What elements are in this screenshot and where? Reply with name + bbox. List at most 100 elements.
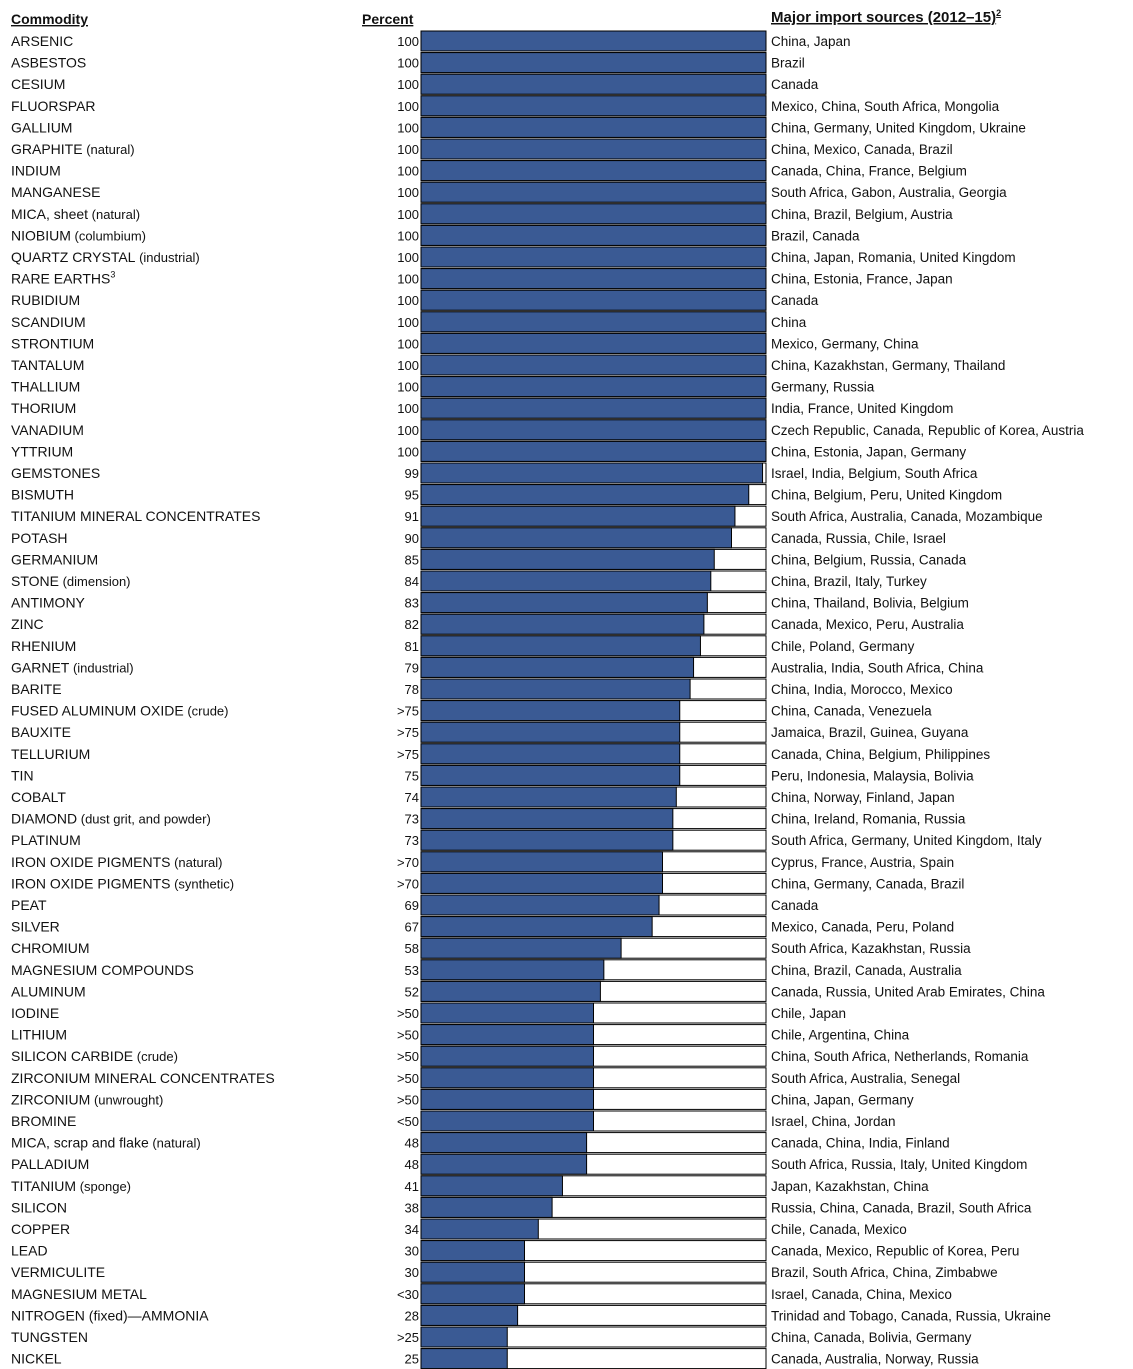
percent-label: >75 (397, 747, 419, 762)
percent-label: 58 (405, 941, 419, 956)
commodity-qualifier: (sponge) (76, 1179, 131, 1194)
import-sources-label: China, Estonia, France, Japan (771, 272, 953, 287)
bar (420, 30, 767, 52)
import-sources-label: Mexico, Canada, Peru, Poland (771, 920, 954, 935)
commodity-label: YTTRIUM (11, 443, 73, 459)
import-sources-label: Canada, China, India, Finland (771, 1136, 950, 1151)
commodity-name: TELLURIUM (11, 746, 90, 762)
percent-label: 79 (405, 660, 419, 675)
commodity-qualifier: (natural) (170, 855, 222, 870)
bar (420, 851, 663, 873)
import-sources-label: China, Japan (771, 34, 851, 49)
sources-header-text: Major import sources (2012–15) (771, 9, 996, 26)
commodity-name: ZIRCONIUM (11, 1091, 90, 1107)
commodity-label: ALUMINUM (11, 983, 86, 999)
bar (420, 116, 767, 138)
percent-label: 100 (397, 336, 419, 351)
commodity-name: SILICON (11, 1199, 67, 1215)
bar (420, 721, 681, 743)
percent-label: 34 (405, 1222, 419, 1237)
percent-label: 83 (405, 596, 419, 611)
percent-label: >50 (397, 1092, 419, 1107)
commodity-name: GARNET (11, 659, 70, 675)
percent-label: >25 (397, 1330, 419, 1345)
import-sources-label: South Africa, Kazakhstan, Russia (771, 941, 971, 956)
percent-label: >50 (397, 1028, 419, 1043)
commodity-label: GERMANIUM (11, 551, 98, 567)
percent-label: 100 (397, 423, 419, 438)
commodity-name: VANADIUM (11, 422, 84, 438)
commodity-name: THALLIUM (11, 379, 80, 395)
percent-label: 52 (405, 984, 419, 999)
percent-label: >75 (397, 704, 419, 719)
percent-label: 100 (397, 250, 419, 265)
commodity-name: TANTALUM (11, 357, 84, 373)
bar (420, 397, 767, 419)
commodity-label: BISMUTH (11, 487, 74, 503)
percent-label: >75 (397, 725, 419, 740)
import-sources-label: Mexico, Germany, China (771, 336, 919, 351)
commodity-name: STRONTIUM (11, 335, 94, 351)
bar (420, 160, 767, 182)
import-sources-label: Israel, India, Belgium, South Africa (771, 466, 978, 481)
commodity-label: RARE EARTHS3 (11, 270, 115, 287)
commodity-label: IRON OXIDE PIGMENTS (synthetic) (11, 875, 234, 891)
percent-label: 100 (397, 380, 419, 395)
import-sources-label: Trinidad and Tobago, Canada, Russia, Ukr… (771, 1308, 1051, 1323)
percent-label: 91 (405, 509, 419, 524)
commodity-label: GARNET (industrial) (11, 659, 134, 675)
commodity-qualifier: (columbium) (71, 228, 146, 243)
commodity-label: TITANIUM (sponge) (11, 1178, 131, 1194)
percent-label: 100 (397, 56, 419, 71)
bar (420, 224, 767, 246)
import-sources-label: Canada, China, France, Belgium (771, 164, 967, 179)
commodity-qualifier: (industrial) (69, 660, 133, 675)
commodity-label: INDIUM (11, 163, 61, 179)
bar (420, 311, 767, 333)
bar (420, 570, 712, 592)
bar (420, 1067, 594, 1089)
commodity-label: ASBESTOS (11, 55, 86, 71)
percent-label: 100 (397, 185, 419, 200)
import-sources-label: South Africa, Australia, Canada, Mozambi… (771, 509, 1043, 524)
commodity-name: INDIUM (11, 163, 61, 179)
import-sources-label: Brazil, South Africa, China, Zimbabwe (771, 1265, 998, 1280)
percent-label: 100 (397, 99, 419, 114)
import-sources-label: China, Belgium, Russia, Canada (771, 552, 967, 567)
commodity-qualifier: (natural) (88, 207, 140, 222)
percent-label: 100 (397, 207, 419, 222)
commodity-header: Commodity (11, 11, 88, 27)
commodity-name: MICA, sheet (11, 206, 88, 222)
import-sources-label: Canada, Australia, Norway, Russia (771, 1352, 979, 1367)
bar (420, 1348, 508, 1369)
bar (420, 592, 708, 614)
commodity-qualifier: (unwrought) (90, 1092, 163, 1107)
bar (420, 1024, 594, 1046)
commodity-name: BAUXITE (11, 724, 71, 740)
commodity-name: IRON OXIDE PIGMENTS (11, 875, 170, 891)
bar (420, 1326, 508, 1348)
import-sources-label: China, Germany, United Kingdom, Ukraine (771, 120, 1026, 135)
commodity-name: NITROGEN (fixed)—AMMONIA (11, 1307, 209, 1323)
commodity-name: RUBIDIUM (11, 292, 80, 308)
percent-label: 85 (405, 552, 419, 567)
commodity-label: VERMICULITE (11, 1264, 105, 1280)
commodity-label: GALLIUM (11, 119, 72, 135)
commodity-label: SCANDIUM (11, 314, 86, 330)
commodity-name: NICKEL (11, 1351, 62, 1367)
percent-label: 90 (405, 531, 419, 546)
commodity-name: IRON OXIDE PIGMENTS (11, 854, 170, 870)
percent-label: 81 (405, 639, 419, 654)
percent-label: 100 (397, 164, 419, 179)
import-sources-label: Cyprus, France, Austria, Spain (771, 855, 954, 870)
commodity-label: NIOBIUM (columbium) (11, 227, 146, 243)
import-sources-label: China, Japan, Germany (771, 1092, 914, 1107)
commodity-name: ARSENIC (11, 33, 73, 49)
commodity-label: BARITE (11, 681, 62, 697)
percent-label: 67 (405, 920, 419, 935)
commodity-name: TIN (11, 767, 34, 783)
commodity-name: SCANDIUM (11, 314, 86, 330)
commodity-label: MANGANESE (11, 184, 100, 200)
percent-header: Percent (362, 11, 414, 27)
